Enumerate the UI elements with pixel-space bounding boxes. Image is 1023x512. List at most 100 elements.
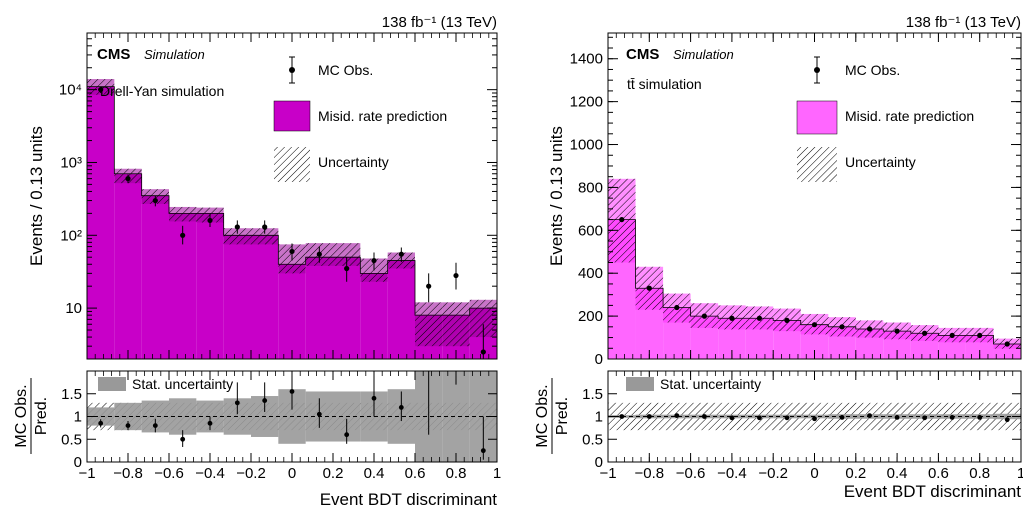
- obs-point: [701, 313, 707, 319]
- ratio-y-tick-label: 0.5: [582, 431, 603, 448]
- pred-bar: [387, 260, 415, 359]
- y-tick-label: 10: [65, 300, 82, 317]
- ratio-point: [234, 400, 240, 406]
- y-tick-label: 10²: [60, 227, 82, 244]
- x-axis-label: Event BDT discriminant: [320, 490, 498, 509]
- y-tick-label: 600: [578, 222, 603, 239]
- x-tick-label: 0.4: [887, 465, 908, 482]
- ratio-y-tick-label: 1: [74, 409, 82, 426]
- pred-bar: [360, 273, 388, 359]
- ratio-point: [125, 423, 131, 428]
- legend: MC Obs. Misid. rate prediction Uncertain…: [273, 56, 447, 182]
- y-axis-label: Events / 0.13 units: [27, 126, 46, 266]
- ratio-point: [757, 415, 762, 421]
- y-tick-label: 400: [578, 265, 603, 282]
- pred-bar: [305, 257, 333, 359]
- stat-legend-label: Stat. uncertainty: [132, 376, 233, 392]
- obs-point: [207, 217, 213, 224]
- y-tick-label: 10⁴: [59, 82, 82, 99]
- obs-point: [1004, 341, 1010, 347]
- x-tick-label: −0.2: [758, 465, 788, 482]
- ratio-point: [784, 415, 790, 421]
- pred-bar: [196, 213, 224, 359]
- ratio-y-axis: 0 0.5 1 1.5: [582, 386, 1021, 471]
- legend-unc-label: Uncertainty: [845, 154, 916, 170]
- ratio-point: [922, 415, 928, 421]
- obs-point: [866, 326, 873, 332]
- unc-band: [333, 243, 361, 266]
- x-tick-label: −0.6: [676, 465, 706, 482]
- obs-point: [619, 216, 625, 223]
- ratio-point: [839, 415, 845, 420]
- x-tick-label: −0.8: [634, 465, 664, 482]
- legend-pred-label: Misid. rate prediction: [318, 108, 447, 124]
- obs-point: [646, 285, 652, 291]
- ratio-y-label-bottom: Pred.: [554, 397, 571, 435]
- ratio-y-axis: 0 0.5 1 1.5: [61, 386, 497, 471]
- legend-obs-label: MC Obs.: [845, 62, 900, 78]
- obs-point: [811, 322, 818, 328]
- unc-band: [251, 228, 279, 245]
- ratio-point: [344, 432, 350, 438]
- obs-point: [756, 315, 763, 321]
- x-tick-label: 0.8: [446, 465, 467, 482]
- legend-unc-label: Uncertainty: [318, 154, 389, 170]
- x-tick-label: 0.8: [969, 465, 990, 482]
- unc-band: [169, 206, 197, 222]
- legend-unc-swatch: [274, 147, 310, 182]
- y-tick-label: 1000: [570, 137, 603, 154]
- pred-outline: [87, 86, 497, 316]
- legend-obs-marker: [289, 56, 295, 84]
- lumi-label: 138 fb⁻¹ (13 TeV): [906, 14, 1021, 31]
- y-axis-label: Events / 0.13 units: [547, 126, 566, 266]
- ratio-point: [949, 415, 955, 420]
- x-tick-label: 1: [493, 465, 501, 482]
- obs-point: [894, 328, 900, 334]
- obs-point: [316, 251, 322, 257]
- ratio-point: [1004, 417, 1010, 423]
- x-tick-label: −0.6: [154, 465, 184, 482]
- obs-point: [426, 283, 432, 289]
- ratio-point: [867, 413, 872, 418]
- ratio-plot: [608, 402, 1021, 431]
- x-tick-label: −1: [599, 465, 616, 482]
- ratio-point: [619, 414, 625, 419]
- legend-pred-label: Misid. rate prediction: [845, 108, 974, 124]
- legend-unc-swatch: [797, 147, 837, 182]
- stat-legend-swatch: [98, 377, 126, 391]
- ratio-point: [398, 405, 404, 410]
- panel-ttbar: 138 fb⁻¹ (13 TeV) 0 200 400 600 800 1000 1200 1…: [534, 14, 1023, 501]
- stat-legend-swatch: [626, 377, 654, 391]
- unc-band: [442, 302, 470, 347]
- ratio-point: [289, 389, 295, 394]
- ratio-point: [371, 395, 377, 401]
- ratio-y-label-bottom: Pred.: [33, 397, 50, 435]
- obs-point: [729, 315, 735, 321]
- ratio-y-tick-label: 1.5: [61, 386, 82, 403]
- obs-point: [674, 304, 680, 311]
- lumi-label: 138 fb⁻¹ (13 TeV): [382, 14, 497, 31]
- obs-point: [289, 248, 295, 255]
- unc-band: [415, 302, 443, 347]
- y-tick-label: 200: [578, 308, 603, 325]
- ratio-y-label-top: MC Obs.: [534, 384, 551, 447]
- ratio-point: [674, 413, 680, 418]
- ratio-plot: [87, 371, 497, 462]
- ratio-stat-band: [87, 407, 115, 426]
- pred-bar: [87, 86, 115, 359]
- ratio-point: [894, 415, 900, 420]
- y-tick-label: 1200: [570, 94, 603, 111]
- legend: MC Obs. Misid. rate prediction Uncertain…: [796, 56, 974, 182]
- x-tick-label: 0.2: [323, 465, 344, 482]
- main-plot: [87, 79, 497, 359]
- obs-point: [262, 224, 268, 230]
- obs-point: [977, 332, 983, 339]
- x-tick-label: −0.4: [717, 465, 747, 482]
- x-tick-label: −1: [78, 465, 95, 482]
- ratio-y-tick-label: 0: [595, 454, 603, 471]
- ratio-y-tick-label: 0.5: [61, 431, 82, 448]
- y-tick-label: 10³: [60, 154, 82, 171]
- legend-obs-label: MC Obs.: [318, 62, 373, 78]
- x-tick-label: 1: [1017, 465, 1023, 482]
